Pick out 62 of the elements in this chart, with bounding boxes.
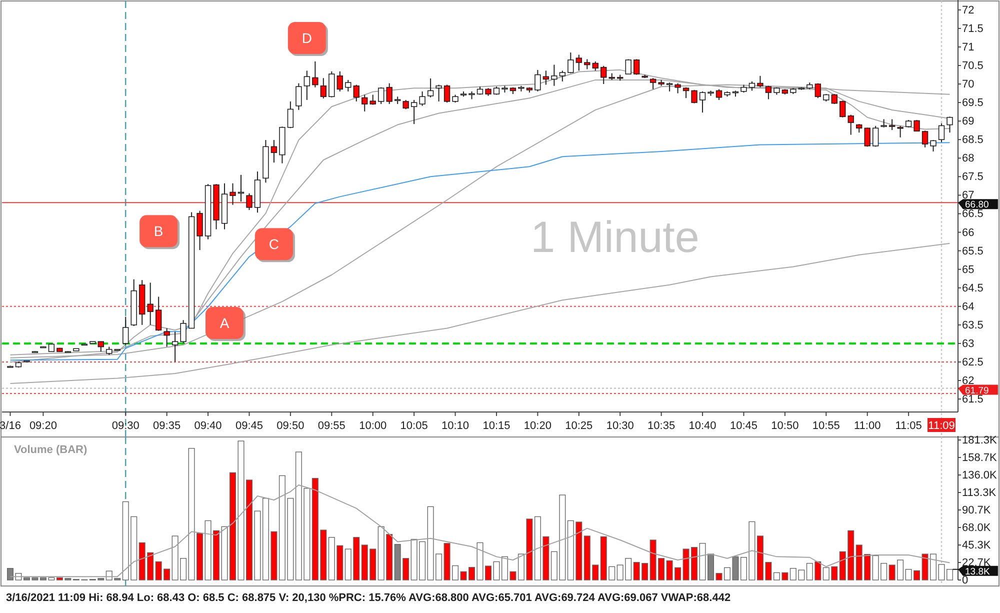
- x-tick-label: 10:25: [565, 420, 593, 432]
- x-tick-label: 10:10: [442, 420, 470, 432]
- x-tick-label: 09:20: [29, 420, 57, 432]
- x-tick-label: 10:55: [812, 420, 840, 432]
- x-tick-label: 09:45: [235, 420, 264, 432]
- x-tick-label: 10:30: [606, 420, 634, 432]
- y-tick-label: 68.5: [962, 134, 984, 146]
- text: 1 Minute: [530, 213, 700, 262]
- y-tick-label: 70: [962, 78, 974, 91]
- y-tick-label: 68: [962, 152, 974, 165]
- annotation: A: [220, 315, 230, 332]
- y-tick-label: 69.5: [962, 97, 984, 110]
- chart-title: Volume (BAR): [14, 444, 88, 456]
- x-tick-label: 09:50: [276, 420, 304, 432]
- y-tick-label: 66: [962, 226, 974, 239]
- y-tick-label: 136.0K: [962, 469, 998, 482]
- y-tick-label: 63.5: [962, 319, 984, 332]
- y-tick-label: 72: [962, 4, 974, 16]
- text: 3/16/2021 11:09 Hi: 68.94 Lo: 68.43 O: 68.5 C: 68.875 V: 20,130 %PRC: 15.76% AVG:68.800 AVG:65.701 AVG:69.724 AVG:69.067 VWAP:68.442: [6, 592, 731, 604]
- y-tick-label: 64: [962, 300, 974, 313]
- y-tick-label: 66.5: [962, 208, 984, 220]
- x-tick-label: 10:15: [482, 420, 510, 432]
- annotation: 13.8K: [965, 566, 990, 578]
- x-tick-label: 3/16: [0, 420, 21, 432]
- y-tick-label: 61.5: [962, 394, 984, 406]
- y-tick-label: 64.5: [962, 282, 984, 294]
- y-tick-label: 62.5: [962, 356, 984, 368]
- x-tick-label: 09:55: [318, 420, 346, 432]
- y-tick-label: 181.3K: [962, 434, 998, 446]
- x-tick-label: 11:00: [854, 420, 881, 432]
- x-tick-label: 10:45: [730, 420, 758, 432]
- x-tick-label: 10:00: [359, 420, 387, 432]
- x-tick-label: 10:50: [771, 420, 799, 432]
- y-tick-label: 22.7K: [962, 556, 992, 569]
- y-tick-label: 65.5: [962, 245, 984, 258]
- y-tick-label: 71: [962, 41, 974, 54]
- y-tick-label: 62: [962, 375, 974, 387]
- y-tick-label: 63: [962, 338, 974, 350]
- y-tick-label: 70.5: [962, 60, 984, 72]
- y-tick-label: 67.5: [962, 171, 984, 184]
- x-tick-label: 10:35: [648, 420, 676, 432]
- ref-line-label: 66.80: [965, 200, 989, 211]
- y-tick-label: 113.3K: [962, 487, 997, 500]
- y-tick-label: 69: [962, 116, 974, 128]
- y-tick-label: 158.7K: [962, 452, 998, 464]
- x-tick-label: 09:35: [153, 420, 181, 432]
- x-tick-label: 11:05: [895, 420, 922, 432]
- x-tick-label: 10:05: [400, 420, 428, 432]
- x-tick-label: 10:40: [688, 420, 716, 432]
- y-tick-label: 68.0K: [962, 522, 992, 534]
- annotation: B: [154, 223, 164, 240]
- y-tick-label: 65: [962, 264, 974, 276]
- annotation: C: [268, 236, 280, 252]
- ref-line-label: 11:09: [928, 420, 955, 432]
- y-tick-label: 71.5: [962, 22, 984, 35]
- y-tick-label: 0: [962, 574, 968, 586]
- x-tick-label: 09:40: [194, 420, 222, 432]
- y-tick-label: 67: [962, 190, 974, 202]
- y-tick-label: 90.7K: [962, 504, 992, 516]
- x-tick-label: 10:20: [524, 420, 552, 432]
- x-tick-label: 09:30: [112, 420, 140, 432]
- y-tick-label: 45.3K: [962, 540, 992, 552]
